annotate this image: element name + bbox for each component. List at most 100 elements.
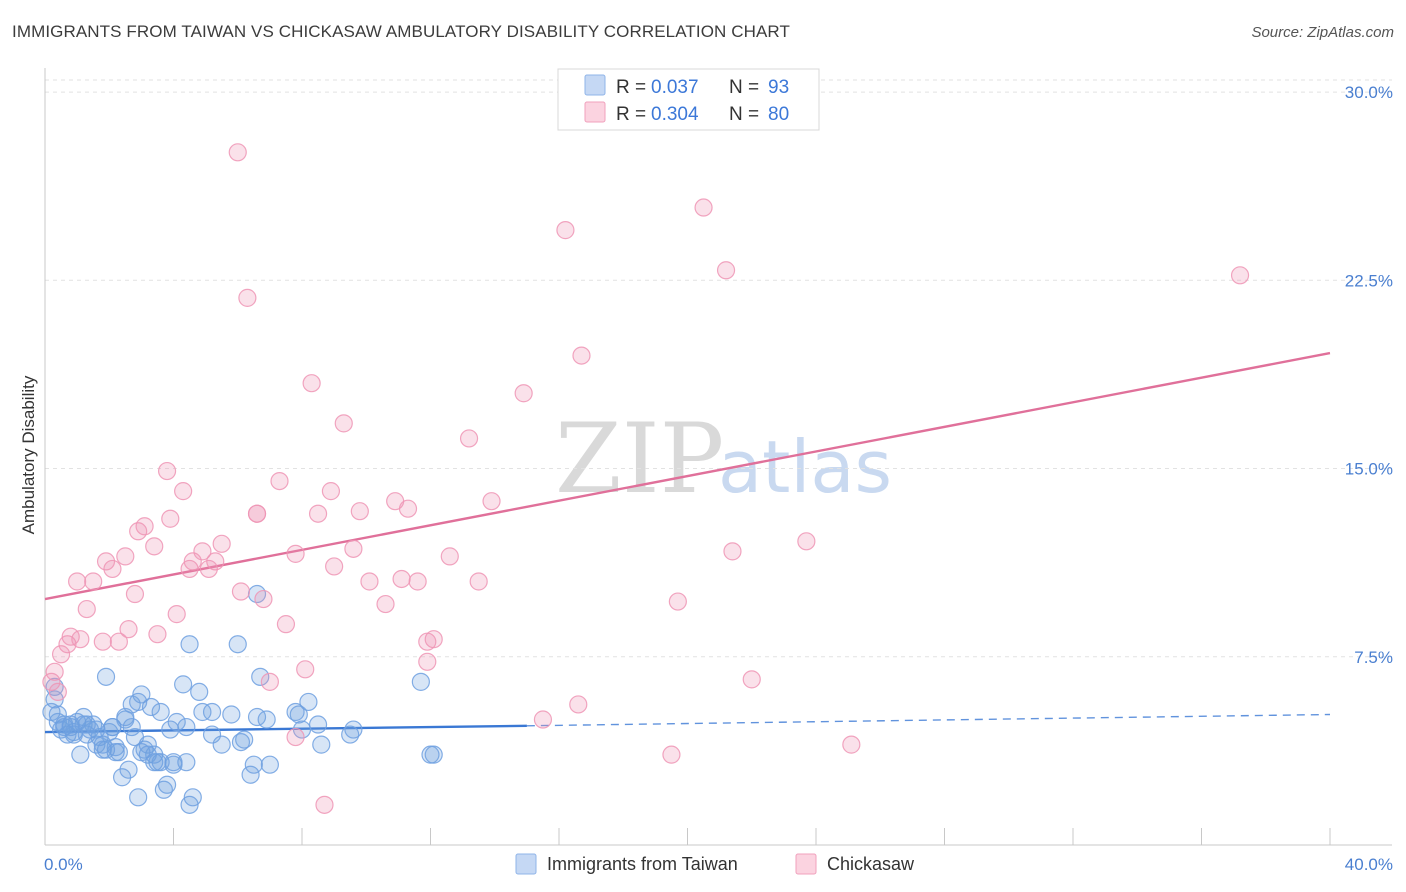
point-taiwan-22	[112, 768, 132, 787]
point-taiwan-84	[93, 735, 112, 754]
point-chickasaw-72	[742, 670, 761, 689]
legend-r-value-chickasaw: 0.304	[651, 104, 699, 125]
point-chickasaw-8	[77, 599, 96, 619]
legend: R = 0.037 N = 93 R = 0.304 N = 80	[557, 68, 820, 131]
point-taiwan-61	[312, 735, 331, 754]
series-legend-swatch-taiwan	[515, 853, 537, 875]
point-taiwan-39	[167, 712, 186, 732]
point-chickasaw-16	[125, 584, 145, 604]
point-chickasaw-27	[193, 542, 212, 561]
legend-n-value-taiwan: 93	[768, 77, 789, 98]
point-taiwan-49	[228, 635, 247, 654]
point-chickasaw-2	[48, 682, 67, 702]
point-chickasaw-34	[254, 589, 273, 609]
point-taiwan-47	[212, 735, 231, 754]
point-taiwan-62	[341, 725, 360, 744]
point-chickasaw-57	[459, 429, 479, 448]
point-chickasaw-44	[325, 557, 344, 576]
legend-swatch-chickasaw	[584, 101, 606, 123]
point-taiwan-30	[138, 735, 157, 754]
chart-title: IMMIGRANTS FROM TAIWAN VS CHICKASAW AMBU…	[12, 22, 790, 41]
point-chickasaw-60	[514, 384, 533, 403]
point-taiwan-59	[299, 692, 318, 712]
point-chickasaw-63	[569, 695, 588, 714]
point-taiwan-29	[135, 740, 154, 759]
point-taiwan-91	[231, 733, 251, 752]
point-chickasaw-61	[533, 710, 553, 729]
legend-n-value-chickasaw: 80	[768, 104, 789, 125]
point-chickasaw-67	[662, 745, 681, 764]
point-chickasaw-75	[1230, 266, 1250, 285]
point-taiwan-43	[183, 788, 202, 807]
point-chickasaw-21	[157, 461, 177, 481]
point-chickasaw-38	[286, 544, 305, 563]
point-taiwan-41	[177, 753, 196, 772]
point-chickasaw-22	[161, 509, 180, 528]
point-taiwan-80	[177, 717, 196, 737]
point-chickasaw-11	[96, 552, 116, 571]
series-legend: Immigrants from Taiwan Chickasaw	[515, 853, 915, 875]
watermark-atlas: atlas	[718, 425, 892, 509]
point-chickasaw-79	[286, 727, 305, 747]
point-chickasaw-62	[556, 221, 575, 240]
point-taiwan-79	[164, 753, 183, 772]
point-taiwan-52	[244, 755, 263, 774]
point-chickasaw-19	[145, 537, 164, 556]
point-taiwan-27	[129, 788, 148, 807]
y-tick-label-2: 22.5%	[1345, 271, 1393, 290]
point-chickasaw-56	[440, 547, 459, 566]
point-chickasaw-39	[296, 660, 315, 679]
point-chickasaw-74	[842, 735, 861, 754]
point-chickasaw-73	[797, 532, 816, 551]
point-chickasaw-59	[482, 492, 501, 511]
point-chickasaw-3	[51, 645, 71, 664]
x-tick-label-0: 0.0%	[44, 855, 83, 874]
point-taiwan-45	[193, 702, 212, 722]
point-taiwan-92	[286, 702, 305, 722]
point-chickasaw-10	[93, 632, 112, 651]
point-chickasaw-20	[148, 625, 167, 644]
point-chickasaw-46	[344, 539, 363, 558]
point-chickasaw-41	[308, 504, 328, 523]
point-taiwan-50	[235, 730, 254, 749]
point-chickasaw-51	[392, 569, 411, 589]
point-chickasaw-47	[350, 502, 369, 521]
y-tick-label-3: 30.0%	[1345, 83, 1393, 102]
point-chickasaw-1	[45, 662, 64, 681]
point-taiwan-35	[154, 780, 173, 799]
point-taiwan-36	[157, 775, 177, 794]
x-tick-labels: 0.0% 40.0%	[44, 855, 1393, 874]
legend-n-label-taiwan: N =	[729, 77, 759, 98]
point-chickasaw-35	[260, 672, 279, 691]
point-chickasaw-15	[119, 620, 138, 639]
point-chickasaw-69	[694, 198, 713, 217]
point-chickasaw-24	[174, 482, 193, 501]
point-chickasaw-32	[238, 288, 257, 307]
point-chickasaw-68	[668, 592, 687, 611]
point-taiwan-83	[77, 715, 96, 734]
point-taiwan-78	[151, 753, 170, 772]
point-taiwan-55	[257, 710, 276, 729]
series-legend-swatch-chickasaw	[795, 853, 817, 875]
point-chickasaw-43	[321, 482, 341, 501]
trend-line-chickasaw	[44, 351, 1331, 601]
point-chickasaw-0	[42, 672, 61, 691]
point-taiwan-60	[308, 715, 328, 734]
point-chickasaw-77	[247, 504, 267, 523]
point-chickasaw-30	[228, 143, 247, 162]
point-taiwan-63	[344, 720, 363, 739]
legend-r-value-taiwan: 0.037	[651, 77, 699, 98]
watermark-zip: ZIP	[555, 403, 724, 515]
point-taiwan-56	[260, 755, 279, 774]
point-chickasaw-37	[276, 615, 296, 634]
trend-line-taiwan-extension	[526, 713, 1331, 727]
point-taiwan-82	[61, 715, 80, 734]
point-taiwan-86	[122, 717, 141, 737]
point-chickasaw-64	[572, 346, 591, 365]
point-chickasaw-31	[231, 582, 251, 601]
point-chickasaw-7	[71, 630, 90, 649]
point-chickasaw-14	[116, 547, 135, 566]
point-chickasaw-42	[315, 795, 334, 814]
point-taiwan-66	[424, 745, 443, 764]
point-taiwan-9	[71, 745, 90, 764]
